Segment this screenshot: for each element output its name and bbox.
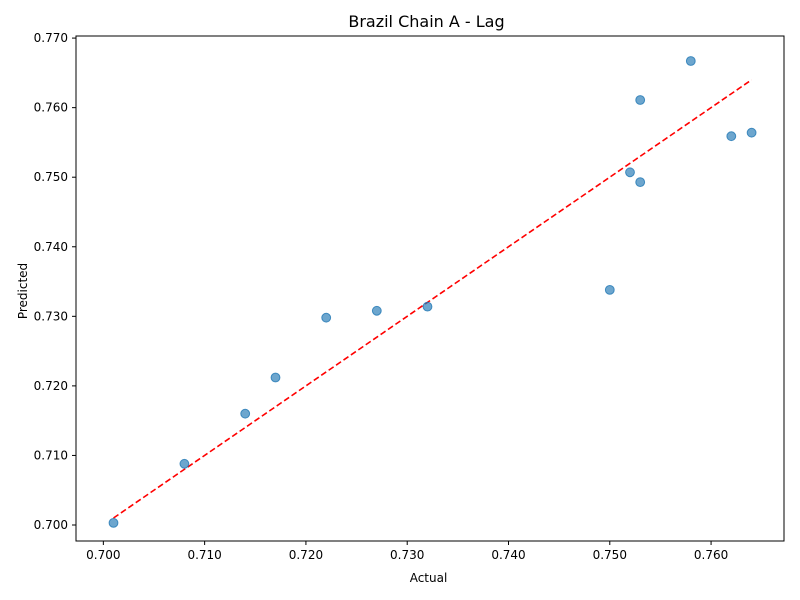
x-tick-label: 0.750 [593,548,627,562]
data-point-1 [179,458,190,469]
y-tick-label: 0.770 [34,31,68,45]
data-point-13 [746,127,757,138]
y-axis-label: Predicted [16,263,30,319]
x-tick-label: 0.760 [694,548,728,562]
data-point-0 [108,518,119,528]
plot-area: 0.700 0.710 0.720 0.730 0.740 0.750 0.760 0.700… [34,31,785,562]
data-point-10 [635,95,646,105]
data-point-12 [726,131,737,142]
data-point-5 [371,305,382,316]
y-tick-label: 0.740 [34,240,68,254]
x-tick-label: 0.700 [86,548,120,562]
data-point-7 [604,285,615,295]
chart-title: Brazil Chain A - Lag [348,12,504,31]
x-tick-label: 0.710 [187,548,221,562]
data-point-8 [625,167,635,178]
x-tick-label: 0.730 [390,548,424,562]
data-point-3 [270,372,281,383]
y-tick-label: 0.750 [34,170,68,184]
y-tick-label: 0.710 [34,448,68,462]
data-point-4 [321,312,332,323]
y-tick-label: 0.700 [34,518,68,532]
reference-line [113,79,753,519]
data-point-9 [635,177,646,188]
x-tick-label: 0.720 [289,548,323,562]
y-tick-label: 0.760 [34,101,68,115]
data-point-2 [240,408,251,419]
x-tick-label: 0.740 [491,548,525,562]
y-tick-label: 0.720 [34,379,68,393]
y-tick-label: 0.730 [34,309,68,323]
axes-frame [75,35,785,542]
data-point-11 [685,56,696,66]
x-axis-label: Actual [410,571,448,585]
data-point-6 [422,301,433,312]
